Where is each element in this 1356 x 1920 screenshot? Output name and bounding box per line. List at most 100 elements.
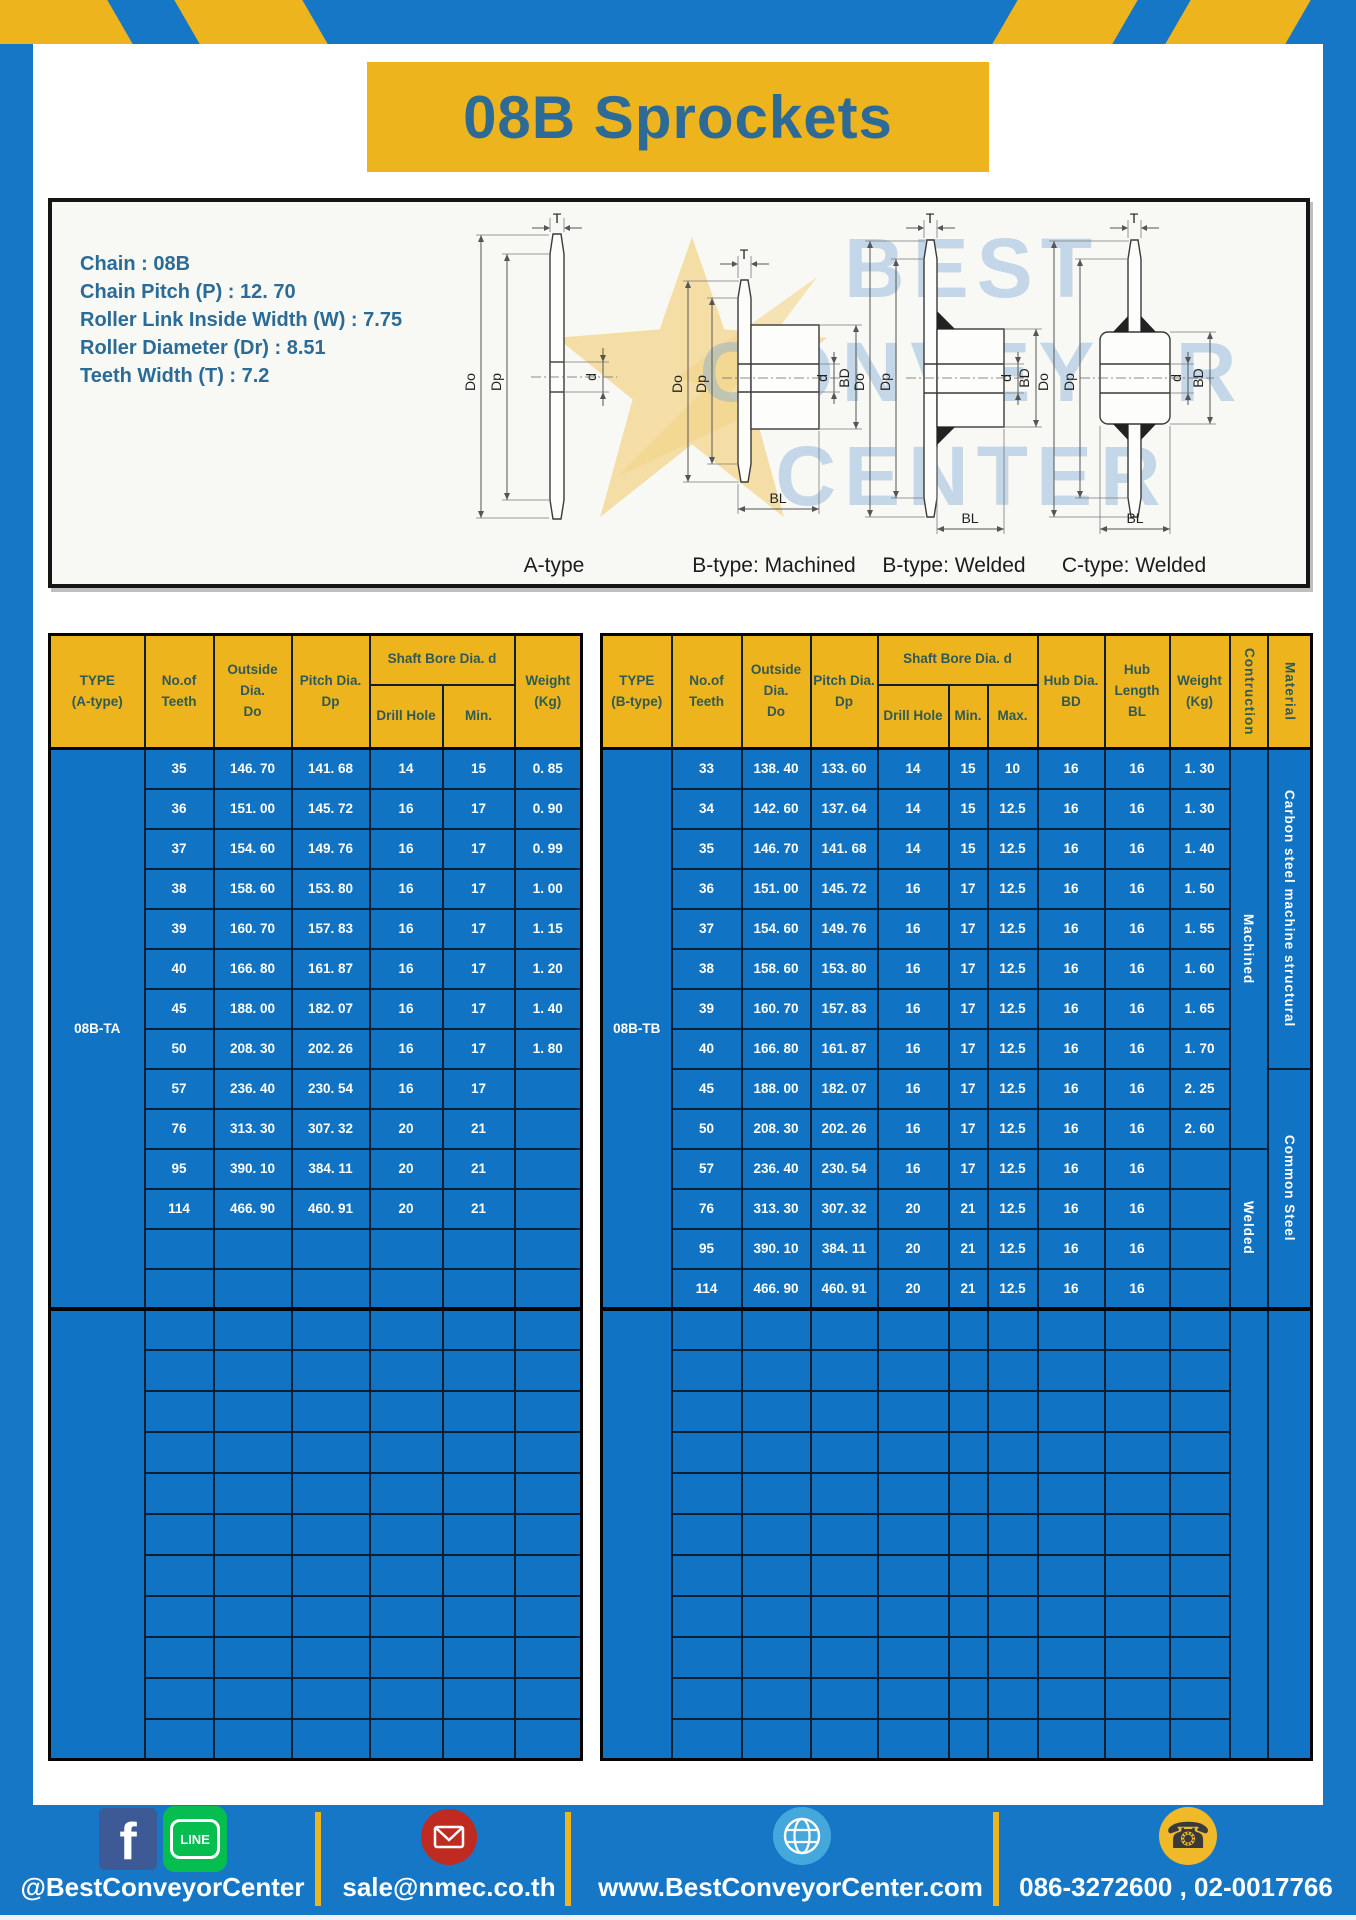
- globe-icon[interactable]: [772, 1806, 832, 1866]
- data-cell: 17: [947, 907, 989, 950]
- data-cell: 17: [441, 947, 516, 990]
- data-cell: [1103, 1471, 1171, 1515]
- data-cell: [290, 1389, 371, 1433]
- col-header-teeth: No.of Teeth: [143, 633, 215, 750]
- data-cell: 16: [1103, 1107, 1171, 1150]
- data-cell: [513, 1471, 583, 1515]
- data-cell: [740, 1635, 812, 1679]
- data-cell: [876, 1676, 950, 1720]
- type-cell: 08B-TA: [48, 747, 146, 1310]
- data-cell: 12.5: [986, 1067, 1039, 1110]
- data-cell: 16: [1036, 787, 1106, 830]
- data-cell: [740, 1553, 812, 1597]
- data-cell: 384. 11: [809, 1227, 879, 1270]
- data-cell: 16: [368, 987, 444, 1030]
- data-cell: 16: [1036, 747, 1106, 790]
- data-cell: 202. 26: [809, 1107, 879, 1150]
- data-cell: 37: [670, 907, 743, 950]
- data-cell: 208. 30: [740, 1107, 812, 1150]
- data-cell: [947, 1594, 989, 1638]
- data-cell: [441, 1512, 516, 1556]
- data-cell: [368, 1635, 444, 1679]
- col-header-pitch-dia: Pitch Dia. Dp: [290, 633, 371, 750]
- data-cell: 76: [670, 1187, 743, 1230]
- facebook-icon[interactable]: f: [99, 1808, 157, 1870]
- data-cell: [947, 1306, 989, 1351]
- data-cell: [1168, 1348, 1231, 1392]
- data-cell: 16: [876, 947, 950, 990]
- data-cell: [143, 1389, 215, 1433]
- email-icon[interactable]: [420, 1808, 478, 1866]
- data-cell: 0. 99: [513, 827, 583, 870]
- data-cell: 1. 40: [513, 987, 583, 1030]
- data-cell: [986, 1553, 1039, 1597]
- data-cell: [809, 1348, 879, 1392]
- type-cell: 08B-TB: [600, 747, 673, 1310]
- line-icon[interactable]: LINE: [163, 1806, 227, 1872]
- svg-text:d: d: [583, 373, 599, 381]
- phone-icon[interactable]: ☎: [1158, 1806, 1218, 1866]
- data-cell: 1. 70: [1168, 1027, 1231, 1070]
- data-cell: 1. 50: [1168, 867, 1231, 910]
- data-cell: [1168, 1553, 1231, 1597]
- col-header-construction: Contruction: [1228, 633, 1269, 750]
- data-cell: 12.5: [986, 1187, 1039, 1230]
- phone-numbers[interactable]: 086-3272600 , 02-0017766: [1019, 1872, 1333, 1902]
- data-cell: [986, 1348, 1039, 1392]
- data-cell: [876, 1389, 950, 1433]
- data-cell: [441, 1594, 516, 1638]
- data-cell: [212, 1227, 293, 1270]
- data-cell: [670, 1512, 743, 1556]
- data-cell: 21: [947, 1227, 989, 1270]
- website-url[interactable]: www.BestConveyorCenter.com: [598, 1872, 983, 1902]
- data-cell: 16: [876, 907, 950, 950]
- data-cell: 16: [876, 1067, 950, 1110]
- facebook-handle[interactable]: @BestConveyorCenter: [20, 1872, 305, 1902]
- data-cell: [1036, 1594, 1106, 1638]
- data-cell: 14: [876, 827, 950, 870]
- data-cell: [986, 1512, 1039, 1556]
- data-cell: [670, 1594, 743, 1638]
- data-cell: [809, 1717, 879, 1761]
- data-cell: [809, 1430, 879, 1474]
- data-cell: [986, 1717, 1039, 1761]
- data-cell: 17: [441, 827, 516, 870]
- data-cell: 153. 80: [290, 867, 371, 910]
- data-cell: [441, 1553, 516, 1597]
- data-cell: 16: [368, 907, 444, 950]
- footer-divider: [993, 1812, 999, 1906]
- material-cell: Carbon steel machine structural: [1266, 747, 1313, 1070]
- data-cell: [290, 1267, 371, 1310]
- data-cell: [947, 1348, 989, 1392]
- data-cell: [876, 1430, 950, 1474]
- data-cell: [740, 1717, 812, 1761]
- data-cell: [441, 1306, 516, 1351]
- data-cell: [368, 1227, 444, 1270]
- data-cell: [809, 1676, 879, 1720]
- top-hazard-band: [0, 0, 1356, 44]
- caption-b-machined: B-type: Machined: [692, 554, 856, 577]
- data-cell: [143, 1553, 215, 1597]
- data-cell: [1168, 1717, 1231, 1761]
- data-cell: 17: [441, 1027, 516, 1070]
- data-cell: [1168, 1471, 1231, 1515]
- data-cell: [947, 1430, 989, 1474]
- data-cell: [143, 1227, 215, 1270]
- data-cell: 14: [876, 747, 950, 790]
- svg-text:T: T: [1130, 212, 1139, 226]
- data-cell: [1168, 1389, 1231, 1433]
- data-cell: [809, 1306, 879, 1351]
- data-cell: 313. 30: [740, 1187, 812, 1230]
- data-cell: 15: [947, 787, 989, 830]
- email-address[interactable]: sale@nmec.co.th: [342, 1872, 556, 1902]
- data-cell: [1103, 1676, 1171, 1720]
- data-cell: 35: [670, 827, 743, 870]
- data-cell: 161. 87: [290, 947, 371, 990]
- data-cell: [740, 1348, 812, 1392]
- data-cell: 95: [143, 1147, 215, 1190]
- footer-divider: [315, 1812, 321, 1906]
- data-cell: 16: [1103, 947, 1171, 990]
- construction-cell: Machined: [1228, 747, 1269, 1150]
- data-cell: [1168, 1147, 1231, 1190]
- data-cell: [740, 1471, 812, 1515]
